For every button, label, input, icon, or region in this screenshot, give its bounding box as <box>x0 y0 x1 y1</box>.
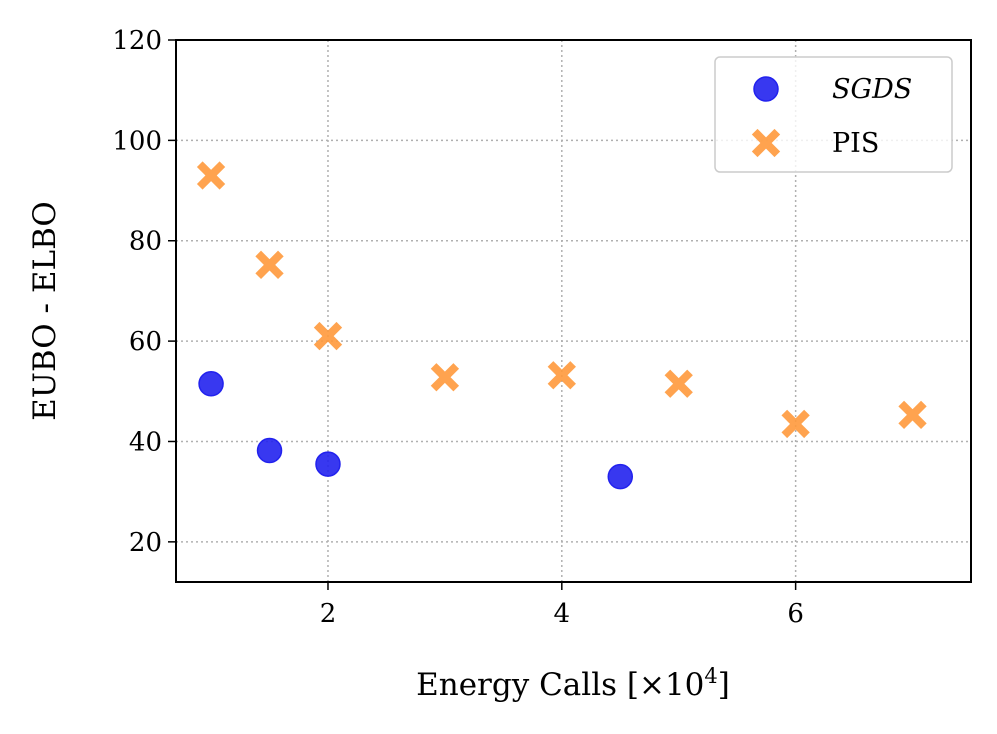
x-marker-stroke <box>313 321 343 351</box>
x-marker-stroke <box>898 400 927 430</box>
x-axis-title-exponent: 4 <box>704 664 717 688</box>
x-tick-label: 6 <box>787 599 804 629</box>
data-point-sgds <box>198 371 224 397</box>
x-marker-stroke <box>664 369 693 398</box>
data-point-sgds <box>315 451 341 477</box>
y-tick-label: 120 <box>112 26 162 56</box>
legend: SGDS PIS <box>714 56 953 173</box>
plot-frame <box>175 39 972 583</box>
data-point-pis <box>547 361 576 390</box>
data-point-sgds <box>607 463 634 490</box>
data-point-pis <box>664 369 693 398</box>
data-point-pis <box>313 321 343 351</box>
data-point-pis <box>430 363 460 392</box>
y-axis-title: EUBO - ELBO <box>27 201 63 421</box>
x-axis-title: Energy Calls [×104] <box>416 664 730 703</box>
data-point-sgds <box>256 437 283 464</box>
x-marker-stroke <box>547 361 576 390</box>
x-marker-stroke <box>196 161 226 190</box>
data-marks <box>196 161 927 490</box>
legend-swatch-pis <box>751 128 781 158</box>
data-point-pis <box>255 250 284 279</box>
x-tick-label: 2 <box>320 599 337 629</box>
x-tick-label: 4 <box>554 599 571 629</box>
x-axis-title-end: ] <box>718 667 730 703</box>
y-tick-label: 80 <box>129 227 162 257</box>
x-axis-title-main: Energy Calls [×10 <box>416 667 704 703</box>
x-marker-stroke <box>430 363 460 392</box>
x-marker-stroke <box>751 128 781 158</box>
legend-marker-sgds <box>753 76 779 102</box>
y-tick-label: 20 <box>129 528 162 558</box>
legend-label-sgds: SGDS <box>832 74 912 105</box>
legend-swatch-sgds <box>753 76 779 102</box>
legend-label-pis: PIS <box>832 128 879 159</box>
y-tick-label: 100 <box>112 126 162 156</box>
data-point-pis <box>898 400 927 430</box>
x-marker-stroke <box>255 250 284 279</box>
data-point-pis <box>781 409 810 439</box>
legend-marker-pis <box>751 128 781 158</box>
x-marker-stroke <box>781 409 810 439</box>
data-point-pis <box>196 161 226 190</box>
axis-ticks: 2 4 6 20 40 60 80 100 120 <box>112 26 804 629</box>
y-tick-label: 40 <box>129 427 162 457</box>
y-tick-label: 60 <box>129 327 162 357</box>
